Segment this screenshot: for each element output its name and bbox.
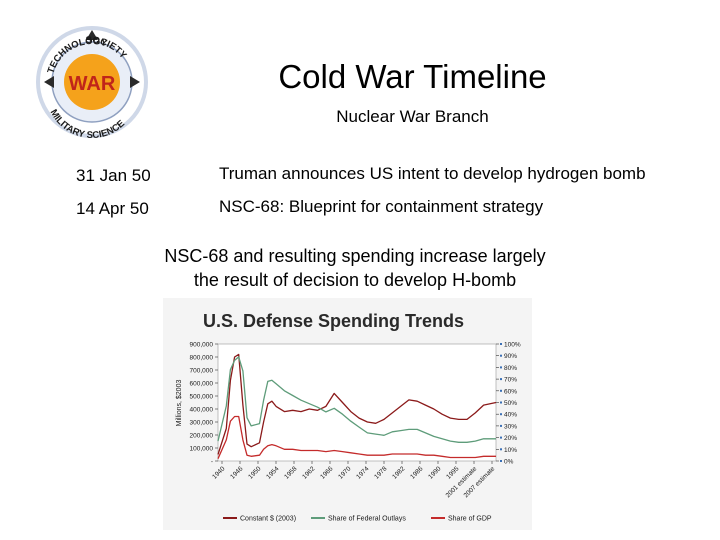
- chart-grid: [217, 343, 497, 462]
- y-left-tick-label: 900,000: [190, 342, 214, 349]
- timeline-date: 31 Jan 50: [76, 166, 151, 185]
- y-right-tick-marker: [500, 424, 502, 427]
- y-right-tick-marker: [500, 413, 502, 416]
- y-right-tick-label: 20%: [504, 435, 517, 442]
- legend-label: Share of Federal Outlays: [328, 516, 406, 523]
- note-line: NSC-68 and resulting spending increase l…: [164, 246, 546, 266]
- y-right-tick-marker: [500, 354, 502, 357]
- y-right-tick-marker: [500, 448, 502, 451]
- y-left-tick-label: -: [211, 459, 213, 466]
- y-left-tick-label: 100,000: [190, 446, 214, 453]
- chart-legend: Constant $ (2003) Share of Federal Outlay…: [223, 516, 492, 523]
- page-title: Cold War Timeline: [278, 58, 547, 95]
- h-bomb-note: NSC-68 and resulting spending increase l…: [120, 244, 590, 292]
- logo-center-text: WAR: [69, 73, 116, 95]
- y-left-tick-label: 300,000: [190, 420, 214, 427]
- y-right-tick-label: 60%: [504, 388, 517, 395]
- chart-y-axis-label: Millions, $2003: [176, 380, 183, 427]
- y-right-tick-label: 10%: [504, 447, 517, 454]
- series-line: [217, 356, 496, 443]
- war-logo: WAR TECHNOLOGY SOCIETY MILITARY SCIENCE: [30, 21, 154, 141]
- note-line: the result of decision to develop H-bomb: [193, 270, 517, 290]
- y-left-tick-label: 200,000: [190, 433, 214, 440]
- logo-arrow-left-icon: [44, 76, 54, 88]
- y-left-tick-label: 500,000: [190, 394, 214, 401]
- chart-lines: [217, 353, 497, 459]
- series-line: [217, 415, 496, 459]
- y-right-tick-marker: [500, 366, 502, 369]
- y-right-tick-marker: [500, 343, 502, 345]
- y-right-tick-marker: [500, 436, 502, 439]
- y-right-tick-label: 90%: [504, 353, 517, 360]
- y-right-tick-label: 40%: [504, 412, 517, 419]
- defense-spending-chart-svg: U.S. Defense Spending Trends Millions, $…: [163, 298, 532, 530]
- y-left-tick-label: 600,000: [190, 381, 214, 388]
- y-right-tick-marker: [500, 401, 502, 404]
- y-right-tick-label: 80%: [504, 365, 517, 372]
- y-left-tick-label: 400,000: [190, 407, 214, 414]
- legend-label: Constant $ (2003): [240, 516, 296, 523]
- page-subtitle: Nuclear War Branch: [336, 107, 489, 126]
- timeline-event: Truman announces US intent to develop hy…: [219, 164, 646, 183]
- y-right-tick-label: 100%: [504, 342, 521, 349]
- y-left-tick-label: 800,000: [190, 355, 214, 362]
- y-right-tick-label: 70%: [504, 377, 517, 384]
- timeline-event: NSC-68: Blueprint for containment strate…: [219, 197, 544, 216]
- y-right-tick-label: 0%: [504, 459, 514, 466]
- logo-center-disc: [64, 54, 120, 110]
- y-right-tick-marker: [500, 378, 502, 381]
- chart-title: U.S. Defense Spending Trends: [203, 311, 464, 331]
- plot-area: [217, 343, 497, 462]
- legend-label: Share of GDP: [448, 516, 492, 523]
- y-right-tick-marker: [500, 460, 502, 462]
- y-right-tick-label: 50%: [504, 400, 517, 407]
- logo-arrow-right-icon: [130, 76, 140, 88]
- series-line: [217, 353, 497, 455]
- y-left-tick-label: 700,000: [190, 368, 214, 375]
- timeline-date: 14 Apr 50: [76, 199, 149, 218]
- y-right-tick-label: 30%: [504, 423, 517, 430]
- logo-arrow-top-icon: [86, 30, 98, 40]
- defense-spending-chart: U.S. Defense Spending Trends Millions, $…: [163, 298, 532, 530]
- y-right-tick-marker: [500, 389, 502, 392]
